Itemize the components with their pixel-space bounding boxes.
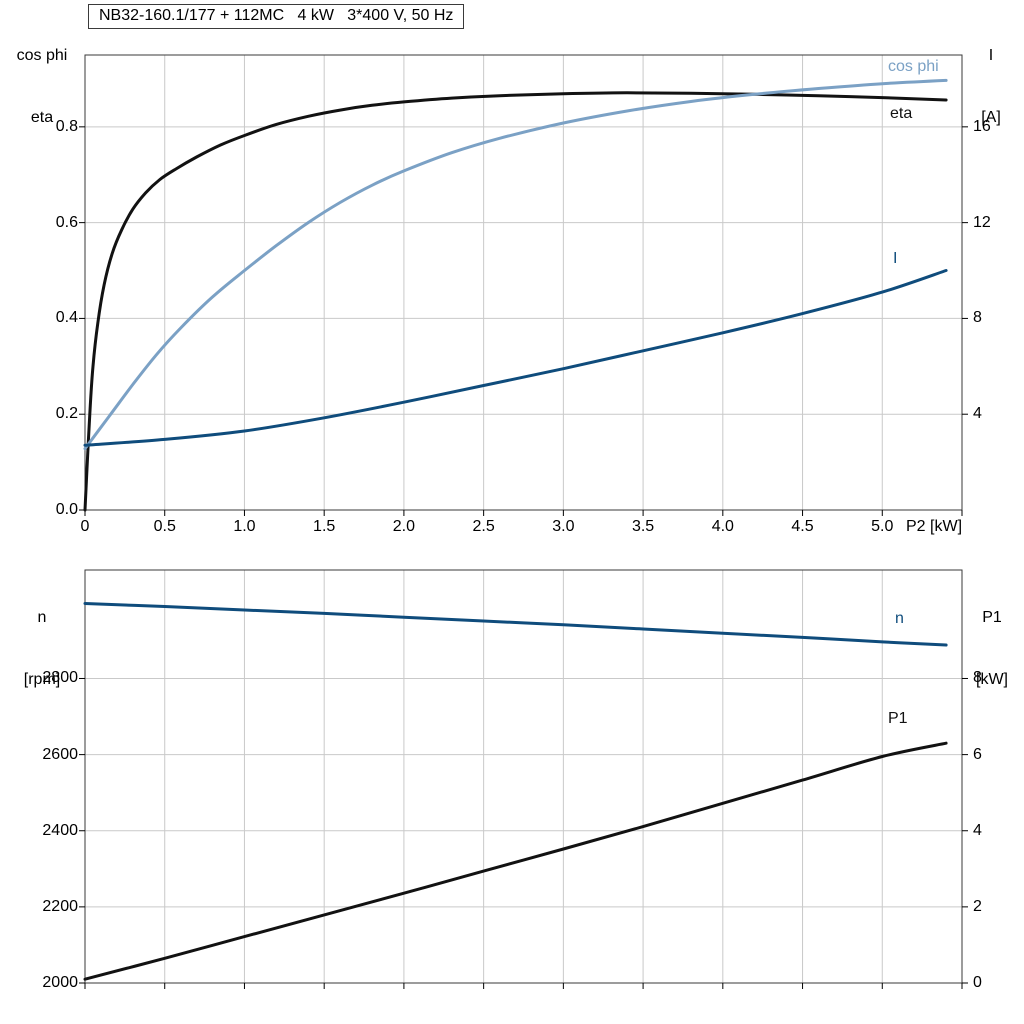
series-eta: [83, 91, 948, 512]
right-tick-label: 2: [973, 897, 982, 915]
x-tick-label: 2.5: [472, 518, 495, 535]
top-right-axis-title: I [A]: [964, 4, 1018, 170]
x-tick-label: 3.0: [552, 518, 575, 535]
plot-frame: [84, 569, 963, 984]
x-tick-label: 0: [80, 518, 90, 535]
top-left-axis-title-line1: cos phi: [16, 46, 68, 64]
left-tick-label: 0.6: [55, 213, 78, 231]
left-tick-label: 2000: [42, 974, 78, 991]
x-tick-label: 2.0: [392, 518, 416, 535]
right-tick-label: 16: [973, 117, 991, 135]
bottom-right-axis-title: P1 [kW]: [964, 566, 1020, 732]
left-tick-label: 0.4: [55, 309, 78, 327]
x-tick-label: 4.0: [711, 518, 734, 535]
bottom-right-axis-title-line2: [kW]: [976, 670, 1008, 688]
right-tick-label: 12: [973, 213, 991, 231]
curve-label-input-power: P1: [888, 710, 908, 727]
left-tick-label: 0.2: [55, 405, 78, 423]
series-I: [83, 269, 948, 447]
x-tick-label: 1.5: [313, 518, 336, 535]
series-P1: [83, 741, 948, 981]
top-right-axis-title-line2: [A]: [981, 108, 1001, 126]
curve-label-cos-phi: cos phi: [888, 58, 939, 75]
right-tick-label: 8: [973, 309, 982, 327]
right-tick-label: 6: [973, 745, 982, 763]
bottom-left-axis-title-line2: [rpm]: [23, 670, 61, 688]
x-axis-title: P2 [kW]: [906, 518, 963, 535]
left-tick-label: 2800: [42, 669, 78, 687]
right-tick-label: 8: [973, 669, 982, 687]
curve-label-speed: n: [895, 610, 904, 627]
chart-title: NB32-160.1/177 + 112MC 4 kW 3*400 V, 50 …: [99, 7, 454, 24]
series-n: [83, 602, 948, 647]
bottom-left-axis-title-line1: n: [37, 608, 47, 626]
bottom-right-axis-title-line1: P1: [982, 608, 1002, 626]
curve-label-current: I: [893, 250, 898, 267]
left-tick-label: 0.8: [55, 117, 78, 135]
right-tick-label: 4: [973, 821, 982, 839]
left-tick-label: 2400: [42, 821, 78, 839]
left-tick-label: 0.0: [55, 501, 78, 518]
curve-label-eta: eta: [890, 105, 913, 122]
left-tick-label: 2600: [42, 745, 78, 763]
x-tick-label: 3.5: [631, 518, 655, 535]
x-tick-label: 0.5: [153, 518, 176, 535]
top-left-axis-title: cos phi eta: [6, 4, 78, 170]
x-tick-label: 4.5: [791, 518, 814, 535]
left-tick-label: 2200: [42, 897, 78, 915]
right-tick-label: 4: [973, 405, 982, 423]
top-right-axis-title-line1: I: [988, 46, 994, 64]
right-tick-label: 0: [973, 974, 982, 991]
series-cos-phi: [83, 78, 948, 451]
chart-title-box: NB32-160.1/177 + 112MC 4 kW 3*400 V, 50 …: [88, 4, 465, 29]
x-tick-label: 5.0: [871, 518, 894, 535]
bottom-left-axis-title: n [rpm]: [6, 566, 78, 732]
plot-frame: [84, 54, 963, 511]
x-tick-label: 1.0: [233, 518, 256, 535]
top-left-axis-title-line2: eta: [30, 108, 54, 126]
